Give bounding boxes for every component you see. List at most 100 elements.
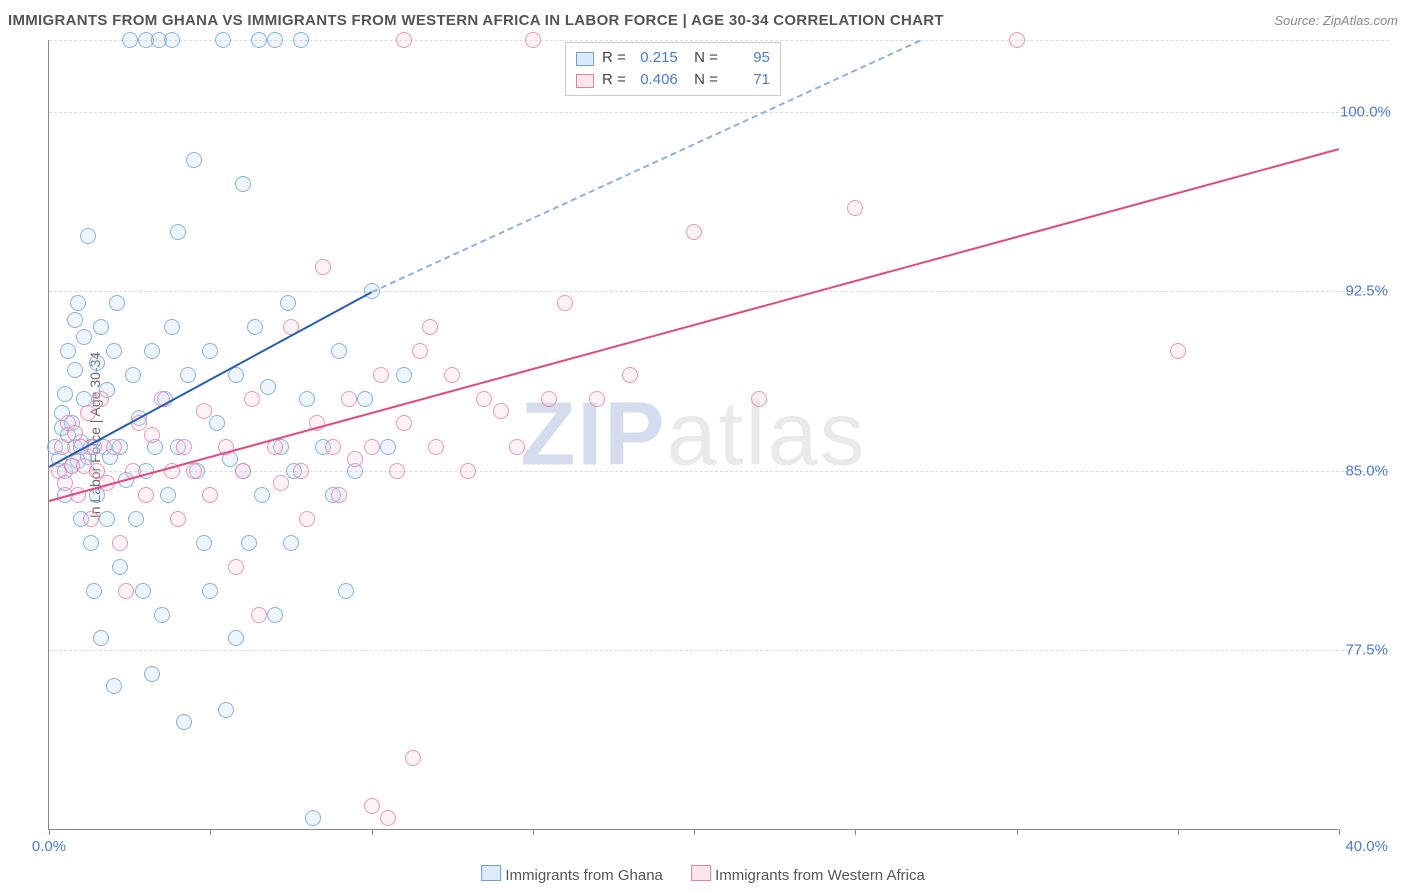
data-point [112,559,128,575]
data-point [86,583,102,599]
data-point [176,714,192,730]
data-point [57,475,73,491]
data-point [444,367,460,383]
data-point [180,367,196,383]
data-point [170,224,186,240]
data-point [525,32,541,48]
swatch-icon [576,74,594,88]
data-point [57,386,73,402]
data-point [80,405,96,421]
data-point [541,391,557,407]
data-point [93,319,109,335]
data-point [305,810,321,826]
scatter-plot: ZIPatlas 77.5%85.0%92.5%100.0%0.0%40.0% … [48,40,1338,830]
data-point [93,391,109,407]
stats-box: R = 0.215 N = 95 R = 0.406 N = 71 [565,42,781,96]
data-point [122,32,138,48]
data-point [164,32,180,48]
gridline-h [49,112,1389,113]
x-tick-label: 40.0% [1345,838,1388,855]
data-point [106,439,122,455]
data-point [60,343,76,359]
stats-row: R = 0.406 N = 71 [576,69,770,91]
data-point [89,355,105,371]
data-point [380,439,396,455]
legend-label-ghana: Immigrants from Ghana [505,867,663,884]
data-point [202,487,218,503]
x-tick [694,829,695,835]
data-point [202,343,218,359]
x-tick [1178,829,1179,835]
data-point [112,535,128,551]
data-point [364,798,380,814]
source-label: Source: ZipAtlas.com [1274,13,1398,28]
data-point [83,511,99,527]
data-point [235,463,251,479]
data-point [144,343,160,359]
data-point [557,295,573,311]
x-tick [372,829,373,835]
data-point [364,439,380,455]
data-point [76,329,92,345]
data-point [380,810,396,826]
data-point [1009,32,1025,48]
data-point [509,439,525,455]
data-point [106,678,122,694]
data-point [251,32,267,48]
x-tick [49,829,50,835]
data-point [144,427,160,443]
data-point [241,535,257,551]
data-point [389,463,405,479]
data-point [135,583,151,599]
data-point [93,630,109,646]
gridline-h [49,650,1389,651]
bottom-legend: Immigrants from Ghana Immigrants from We… [481,864,925,884]
chart-title: IMMIGRANTS FROM GHANA VS IMMIGRANTS FROM… [8,12,944,29]
data-point [106,343,122,359]
data-point [118,583,134,599]
data-point [405,750,421,766]
data-point [160,487,176,503]
data-point [325,439,341,455]
data-point [254,487,270,503]
data-point [338,583,354,599]
data-point [396,415,412,431]
data-point [170,511,186,527]
y-tick-label: 85.0% [1340,462,1388,479]
data-point [176,439,192,455]
data-point [154,607,170,623]
data-point [347,451,363,467]
data-point [260,379,276,395]
data-point [357,391,373,407]
data-point [196,535,212,551]
data-point [341,391,357,407]
swatch-ghana [481,865,501,881]
data-point [215,32,231,48]
data-point [622,367,638,383]
legend-item-western-africa: Immigrants from Western Africa [691,864,925,884]
data-point [299,391,315,407]
data-point [283,535,299,551]
data-point [99,511,115,527]
data-point [235,176,251,192]
data-point [128,511,144,527]
data-point [373,367,389,383]
legend-item-ghana: Immigrants from Ghana [481,864,663,884]
data-point [209,415,225,431]
data-point [54,439,70,455]
data-point [428,439,444,455]
data-point [186,152,202,168]
data-point [70,295,86,311]
data-point [67,312,83,328]
data-point [299,511,315,527]
data-point [315,259,331,275]
data-point [228,630,244,646]
data-point [83,535,99,551]
data-point [1170,343,1186,359]
data-point [109,295,125,311]
title-bar: IMMIGRANTS FROM GHANA VS IMMIGRANTS FROM… [8,8,1398,32]
data-point [293,32,309,48]
data-point [396,32,412,48]
gridline-h [49,291,1389,292]
data-point [686,224,702,240]
